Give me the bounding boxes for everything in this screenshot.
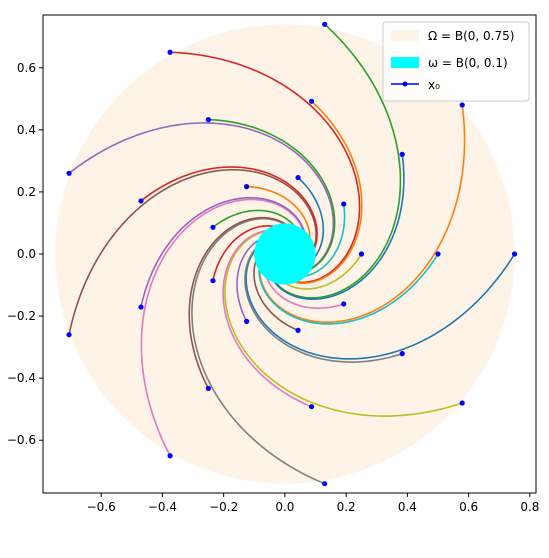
initial-point-marker <box>399 351 405 357</box>
initial-point-marker <box>210 224 216 230</box>
initial-point-marker <box>459 102 465 108</box>
initial-point-marker <box>341 301 347 307</box>
initial-point-marker <box>138 198 144 204</box>
axis-ticks: −0.6 −0.4 −0.2 0.0 0.2 0.4 0.6 0.8 −0.6 −0.4 −0.2 0… <box>7 61 540 514</box>
x-tick-label: 0.8 <box>520 500 539 514</box>
initial-point-marker <box>244 318 250 324</box>
initial-point-marker <box>511 251 518 257</box>
x-tick-label: 0.4 <box>398 500 417 514</box>
y-tick-label: 0.2 <box>17 185 36 199</box>
legend-marker-dot <box>402 81 408 87</box>
initial-point-marker <box>341 201 347 207</box>
initial-point-marker <box>167 453 173 459</box>
legend-label-omega: Ω = B(0, 0.75) <box>428 29 514 43</box>
legend: Ω = B(0, 0.75) ω = B(0, 0.1) x₀ <box>382 21 530 102</box>
initial-point-marker <box>295 327 301 333</box>
initial-point-marker <box>167 49 173 55</box>
initial-point-marker <box>435 251 441 257</box>
initial-point-marker <box>66 170 72 176</box>
initial-point-marker <box>358 251 365 257</box>
x-tick-label: 0.2 <box>337 500 356 514</box>
legend-frame <box>382 21 530 102</box>
y-tick-label: −0.6 <box>7 433 36 447</box>
initial-point-marker <box>322 21 328 27</box>
initial-point-marker <box>210 278 216 284</box>
legend-swatch-small-omega <box>391 57 419 68</box>
initial-point-marker <box>244 184 250 190</box>
initial-point-marker <box>308 98 315 104</box>
legend-label-small-omega: ω = B(0, 0.1) <box>428 56 508 70</box>
legend-swatch-omega <box>391 30 419 41</box>
initial-point-marker <box>205 117 211 123</box>
x-tick-label: 0.0 <box>275 500 294 514</box>
initial-point-marker <box>308 404 315 410</box>
x-tick-label: 0.6 <box>459 500 478 514</box>
initial-point-marker <box>205 385 211 391</box>
x-tick-label: −0.2 <box>209 500 238 514</box>
y-tick-label: −0.2 <box>7 309 36 323</box>
initial-point-marker <box>66 332 72 338</box>
small-omega-region <box>254 223 316 285</box>
initial-point-marker <box>138 304 144 310</box>
y-tick-label: 0.4 <box>17 123 36 137</box>
legend-label-x0: x₀ <box>428 78 440 92</box>
y-tick-label: 0.0 <box>17 247 36 261</box>
initial-point-marker <box>295 175 301 181</box>
initial-point-marker <box>459 400 465 406</box>
x-tick-label: −0.4 <box>148 500 177 514</box>
x-tick-label: −0.6 <box>87 500 116 514</box>
initial-point-marker <box>322 481 328 487</box>
y-tick-label: 0.6 <box>17 61 36 75</box>
y-tick-label: −0.4 <box>7 371 36 385</box>
initial-point-group <box>66 21 518 487</box>
initial-point-marker <box>399 151 405 157</box>
